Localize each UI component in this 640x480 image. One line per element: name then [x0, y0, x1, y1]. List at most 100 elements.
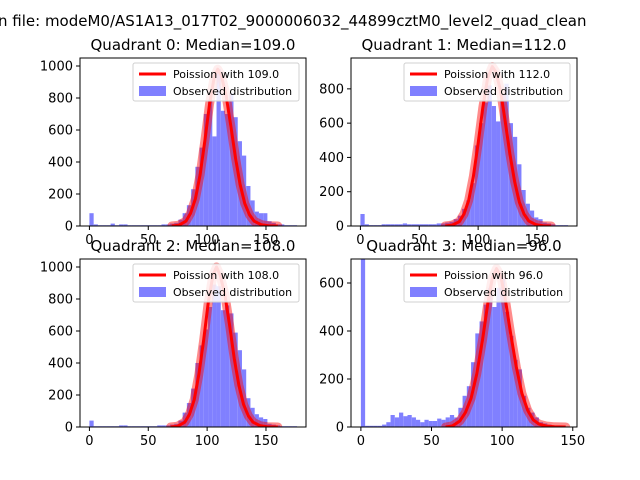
y-tick-label: 400 [319, 151, 344, 166]
observed-bar [487, 85, 492, 226]
observed-bar [385, 224, 391, 226]
observed-bar [254, 414, 259, 427]
observed-bar [428, 224, 433, 226]
observed-bar [525, 203, 530, 226]
observed-bar [428, 421, 433, 427]
observed-bar [420, 422, 425, 427]
x-tick-label: 100 [195, 233, 220, 248]
x-tick-label: 0 [85, 233, 93, 248]
observed-bar [258, 213, 264, 226]
observed-bar [449, 415, 455, 427]
legend-observed-label: Observed distribution [173, 85, 292, 98]
observed-bar [165, 425, 170, 427]
y-tick-label: 400 [48, 156, 73, 171]
observed-bar [233, 332, 238, 427]
x-tick-label: 0 [356, 233, 364, 248]
observed-bar [182, 213, 187, 226]
y-tick-label: 0 [65, 220, 73, 235]
y-tick-label: 600 [319, 277, 344, 292]
legend-box [403, 263, 571, 303]
figure-suptitle: n file: modeM0/AS1A13_017T02_9000006032_… [0, 12, 587, 31]
observed-bar [441, 419, 446, 427]
y-tick-label: 200 [48, 188, 73, 203]
x-tick-label: 150 [525, 233, 550, 248]
observed-bar [407, 224, 412, 226]
observed-bar [479, 321, 484, 427]
quadrant-1-title: Quadrant 1: Median=112.0 [362, 36, 567, 54]
observed-bar [364, 224, 369, 226]
legend-observed-swatch [410, 287, 437, 297]
quadrant-0-panel: Quadrant 0: Median=109.0 0 50 100 150 0 200 400… [40, 36, 307, 248]
observed-bar [483, 304, 489, 427]
axes-frame [79, 57, 307, 227]
x-tick-label: 50 [411, 233, 428, 248]
x-tick-label: 100 [195, 434, 220, 449]
observed-bar [208, 307, 213, 427]
legend-observed-swatch [139, 287, 166, 297]
observed-bar [390, 224, 395, 226]
observed-bar [475, 333, 480, 427]
observed-bar [394, 224, 399, 226]
observed-bar [241, 369, 247, 427]
observed-bar [280, 224, 285, 226]
quadrant-2-panel: Quadrant 2: Median=108.0 0 50 100 150 0 200 400… [40, 237, 307, 449]
observed-bar [403, 416, 408, 427]
observed-bar [365, 425, 370, 427]
observed-bar [411, 417, 416, 427]
observed-bar [440, 223, 446, 226]
observed-bar [402, 223, 408, 226]
x-tick-label: 50 [423, 434, 440, 449]
observed-bar [199, 147, 204, 226]
observed-bar [496, 121, 501, 226]
observed-bar [504, 311, 510, 427]
observed-bar [381, 224, 386, 226]
observed-bar [225, 305, 230, 427]
observed-bar [436, 223, 441, 226]
observed-bar [419, 224, 424, 226]
observed-bar [399, 412, 404, 427]
observed-bar [220, 110, 226, 226]
y-tick-label: 200 [319, 373, 344, 388]
legend-observed-label: Observed distribution [173, 286, 292, 299]
observed-bar [521, 395, 527, 427]
observed-bar [229, 313, 234, 427]
x-tick-label: 0 [357, 434, 365, 449]
axes-frame [350, 258, 578, 428]
x-tick-label: 100 [490, 434, 515, 449]
observed-bar [369, 425, 374, 427]
y-tick-label: 800 [48, 293, 73, 308]
observed-bar [225, 114, 230, 226]
observed-bar [529, 210, 535, 226]
observed-bar [119, 425, 124, 427]
x-tick-label: 0 [85, 434, 93, 449]
observed-bar [275, 224, 281, 226]
axes-frame [350, 57, 578, 227]
y-tick-label: 400 [319, 325, 344, 340]
y-tick-label: 0 [336, 421, 344, 436]
observed-bar [241, 155, 247, 226]
observed-bar [479, 123, 484, 226]
observed-bar [220, 310, 226, 427]
observed-bar [195, 363, 200, 427]
x-tick-label: 50 [140, 434, 157, 449]
observed-bar [250, 200, 255, 226]
observed-bar [93, 224, 98, 226]
x-tick-label: 100 [466, 233, 491, 248]
observed-bar [195, 166, 200, 226]
observed-bar [216, 286, 221, 427]
observed-bar [398, 224, 403, 226]
observed-bar [250, 407, 255, 427]
observed-bar [246, 186, 251, 226]
observed-bar [509, 335, 514, 427]
y-tick-label: 1000 [40, 60, 73, 75]
observed-bar [203, 329, 209, 427]
quadrant-0-title: Quadrant 0: Median=109.0 [91, 36, 296, 54]
legend-box [403, 62, 571, 102]
observed-bar [504, 83, 509, 226]
observed-bar [275, 425, 281, 427]
observed-bar [474, 145, 480, 226]
y-tick-label: 600 [48, 124, 73, 139]
y-tick-label: 0 [336, 220, 344, 235]
observed-bar [415, 419, 421, 427]
legend-poisson-label: Poission with 109.0 [173, 68, 279, 81]
